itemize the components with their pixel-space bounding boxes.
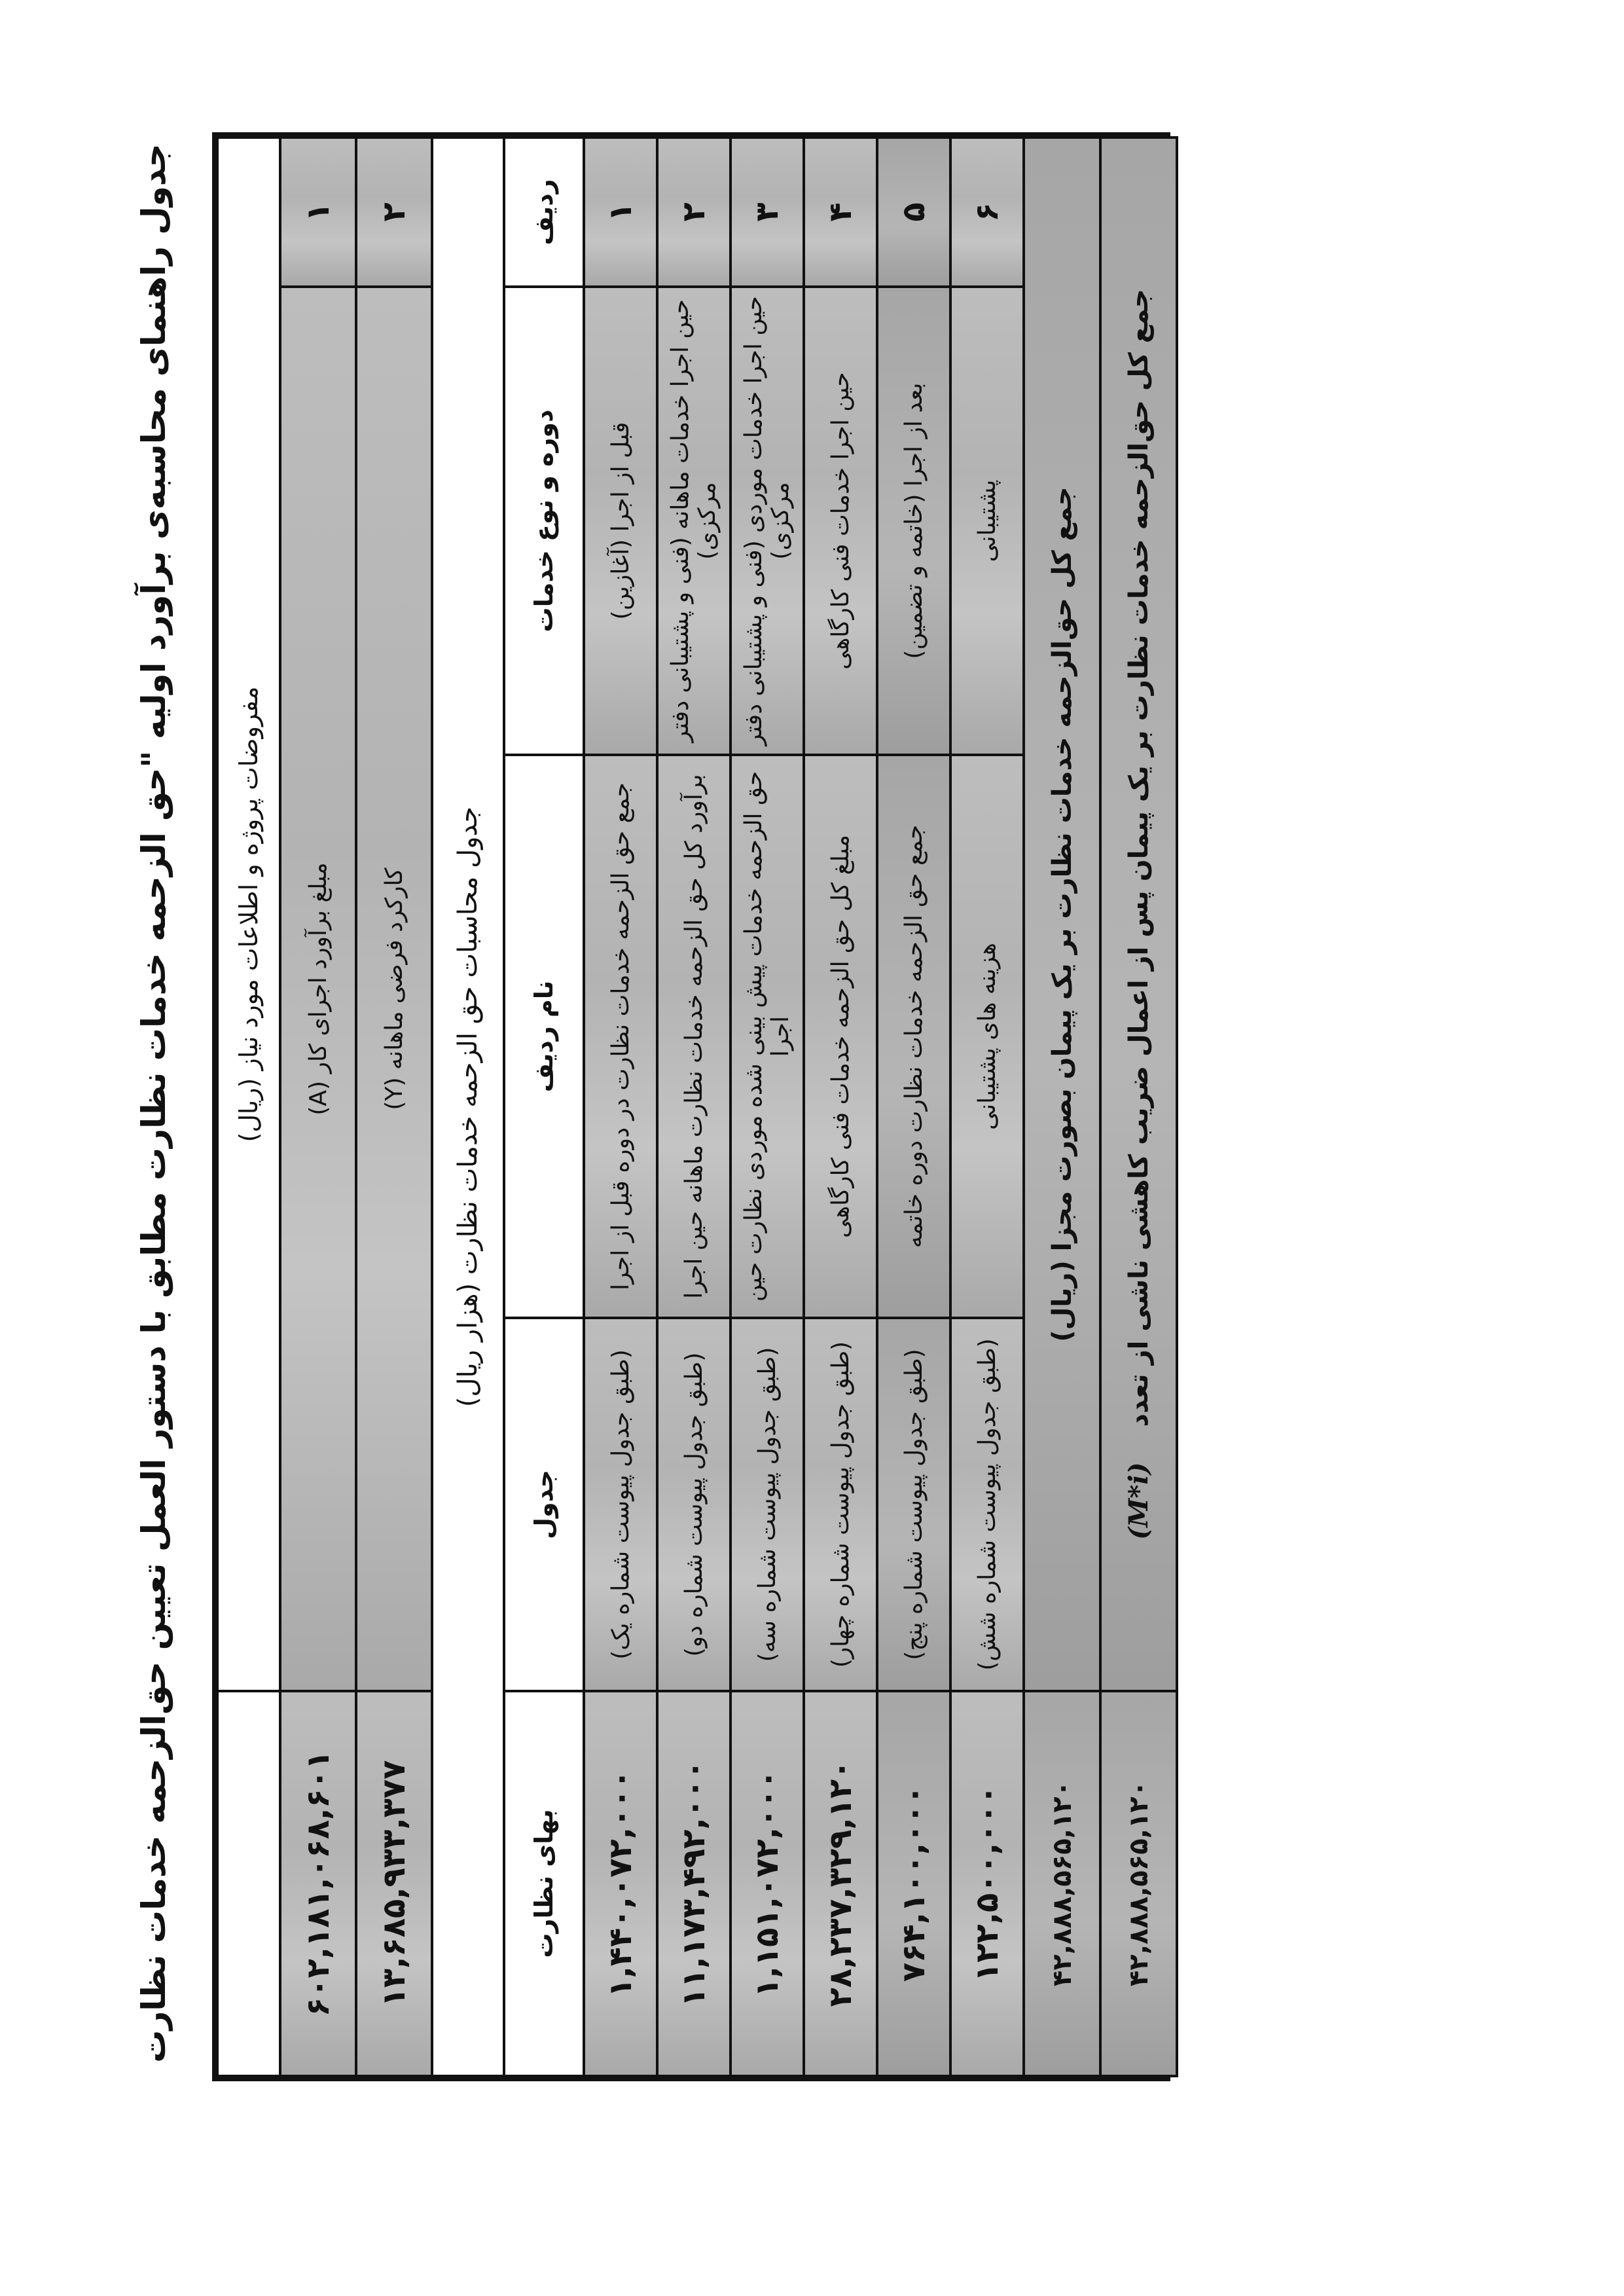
- total-reduced-label: جمع کل حق‌الزحمه خدمات نظارت بر یک پیمان…: [1124, 289, 1154, 1427]
- name-cell: حق الزحمه خدمات پیش بینی شده موردی نظارت…: [731, 755, 804, 1318]
- price-cell: ۱,۴۴۰,۰۷۲,۰۰۰: [584, 1691, 657, 2076]
- price-cell: ۷۶۴,۱۰۰,۰۰۰: [877, 1691, 950, 2076]
- row-number: ۲: [657, 137, 731, 287]
- name-cell: هزینه های پشتیبانی: [950, 755, 1024, 1318]
- header-row: ردیف دوره و نوع خدمات نام ردیف جدول بهای…: [504, 137, 584, 2076]
- rotated-page: جدول راهنمای محاسبه‌ی برآورد اولیه "حق ا…: [118, 121, 1178, 2085]
- row-number: ۶: [950, 137, 1024, 287]
- price-cell: ۱۲۲,۵۰۰,۰۰۰: [950, 1691, 1024, 2076]
- price-cell: ۱۱,۱۷۳,۴۹۲,۰۰۰: [657, 1691, 731, 2076]
- assumptions-table: مفروضات پروژه و اطلاعات مورد نیاز (ریال)…: [216, 136, 433, 2077]
- table-row: ۲ حین اجرا خدمات ماهانه (فنی و پشتیبانی …: [657, 137, 731, 2076]
- empty-cell: [217, 1691, 280, 2076]
- row-number: ۱: [584, 137, 657, 287]
- col-header-table: جدول: [504, 1318, 584, 1691]
- period-cell: پشتیبانی: [950, 287, 1024, 755]
- period-cell: قبل از اجرا (آغازین): [584, 287, 657, 755]
- table-row: ۳ حین اجرا خدمات موردی (فنی و پشتیبانی د…: [731, 137, 804, 2076]
- assumptions-header: مفروضات پروژه و اطلاعات مورد نیاز (ریال): [217, 137, 280, 1691]
- total-reduced-symbol: (M*i): [1123, 1462, 1154, 1540]
- name-cell: جمع حق الزحمه خدمات نظارت در دوره قبل از…: [584, 755, 657, 1318]
- col-header-period: دوره و نوع خدمات: [504, 287, 584, 755]
- period-cell: بعد از اجرا (خاتمه و تضمین): [877, 287, 950, 755]
- total-reduced-cell: جمع کل حق‌الزحمه خدمات نظارت بر یک پیمان…: [1100, 137, 1177, 1691]
- name-cell: برآورد کل حق الزحمه خدمات نظارت ماهانه ح…: [657, 755, 731, 1318]
- row-number: ۳: [731, 137, 804, 287]
- table-ref-cell: (طبق جدول پیوست شماره یک): [584, 1318, 657, 1691]
- total-separate-row: جمع کل حق‌الزحمه خدمات نظارت بر یک پیمان…: [1024, 137, 1100, 2076]
- total-separate-label: جمع کل حق‌الزحمه خدمات نظارت بر یک پیمان…: [1024, 137, 1100, 1691]
- row-number: ۴: [804, 137, 877, 287]
- table-ref-cell: (طبق جدول پیوست شماره چهار): [804, 1318, 877, 1691]
- table-row: ۱ قبل از اجرا (آغازین) جمع حق الزحمه خدم…: [584, 137, 657, 2076]
- row-number: ۵: [877, 137, 950, 287]
- price-cell: ۲۸,۲۳۷,۳۲۹,۱۲۰: [804, 1691, 877, 2076]
- calc-heading: جدول محاسبات حق الزحمه خدمات نظارت (هزار…: [433, 136, 503, 2077]
- assumption-value: ۱۳,۶۸۵,۹۳۳,۳۷۷: [356, 1691, 432, 2076]
- total-reduced-row: جمع کل حق‌الزحمه خدمات نظارت بر یک پیمان…: [1100, 137, 1177, 2076]
- fee-table: مفروضات پروژه و اطلاعات مورد نیاز (ریال)…: [212, 132, 1177, 2081]
- table-row: ۴ حین اجرا خدمات فنی کارگاهی مبلغ کل حق …: [804, 137, 877, 2076]
- period-cell: حین اجرا خدمات ماهانه (فنی و پشتیبانی دف…: [657, 287, 731, 755]
- row-number: ۲: [356, 137, 432, 287]
- assumption-value: ۶۰۲,۱۸۱,۰۶۸,۶۰۱: [280, 1691, 356, 2076]
- table-row: ۶ پشتیبانی هزینه های پشتیبانی (طبق جدول …: [950, 137, 1024, 2076]
- assumption-label: کارکرد فرضی ماهانه (Y): [356, 287, 432, 1691]
- name-cell: مبلغ کل حق الزحمه خدمات فنی کارگاهی: [804, 755, 877, 1318]
- total-reduced-value: ۴۲,۸۸۸,۵۶۵,۱۲۰: [1100, 1691, 1177, 2076]
- table-row: ۵ بعد از اجرا (خاتمه و تضمین) جمع حق الز…: [877, 137, 950, 2076]
- col-header-name: نام ردیف: [504, 755, 584, 1318]
- period-cell: حین اجرا خدمات فنی کارگاهی: [804, 287, 877, 755]
- assumption-label: مبلغ برآورد اجرای کار (A): [280, 287, 356, 1691]
- row-number: ۱: [280, 137, 356, 287]
- price-cell: ۱,۱۵۱,۰۷۲,۰۰۰: [731, 1691, 804, 2076]
- table-row: ۲ کارکرد فرضی ماهانه (Y) ۱۳,۶۸۵,۹۳۳,۳۷۷: [356, 137, 432, 2076]
- table-row: ۱ مبلغ برآورد اجرای کار (A) ۶۰۲,۱۸۱,۰۶۸,…: [280, 137, 356, 2076]
- table-ref-cell: (طبق جدول پیوست شماره سه): [731, 1318, 804, 1691]
- name-cell: جمع حق الزحمه خدمات نظارت دوره خاتمه: [877, 755, 950, 1318]
- total-separate-value: ۴۲,۸۸۸,۵۶۵,۱۲۰: [1024, 1691, 1100, 2076]
- col-header-row-no: ردیف: [504, 137, 584, 287]
- table-ref-cell: (طبق جدول پیوست شماره شش): [950, 1318, 1024, 1691]
- document-title: جدول راهنمای محاسبه‌ی برآورد اولیه "حق ا…: [135, 143, 245, 2063]
- table-ref-cell: (طبق جدول پیوست شماره پنج): [877, 1318, 950, 1691]
- calc-table: ردیف دوره و نوع خدمات نام ردیف جدول بهای…: [503, 136, 1178, 2077]
- period-cell: حین اجرا خدمات موردی (فنی و پشتیبانی دفت…: [731, 287, 804, 755]
- col-header-price: بهای نظارت: [504, 1691, 584, 2076]
- table-ref-cell: (طبق جدول پیوست شماره دو): [657, 1318, 731, 1691]
